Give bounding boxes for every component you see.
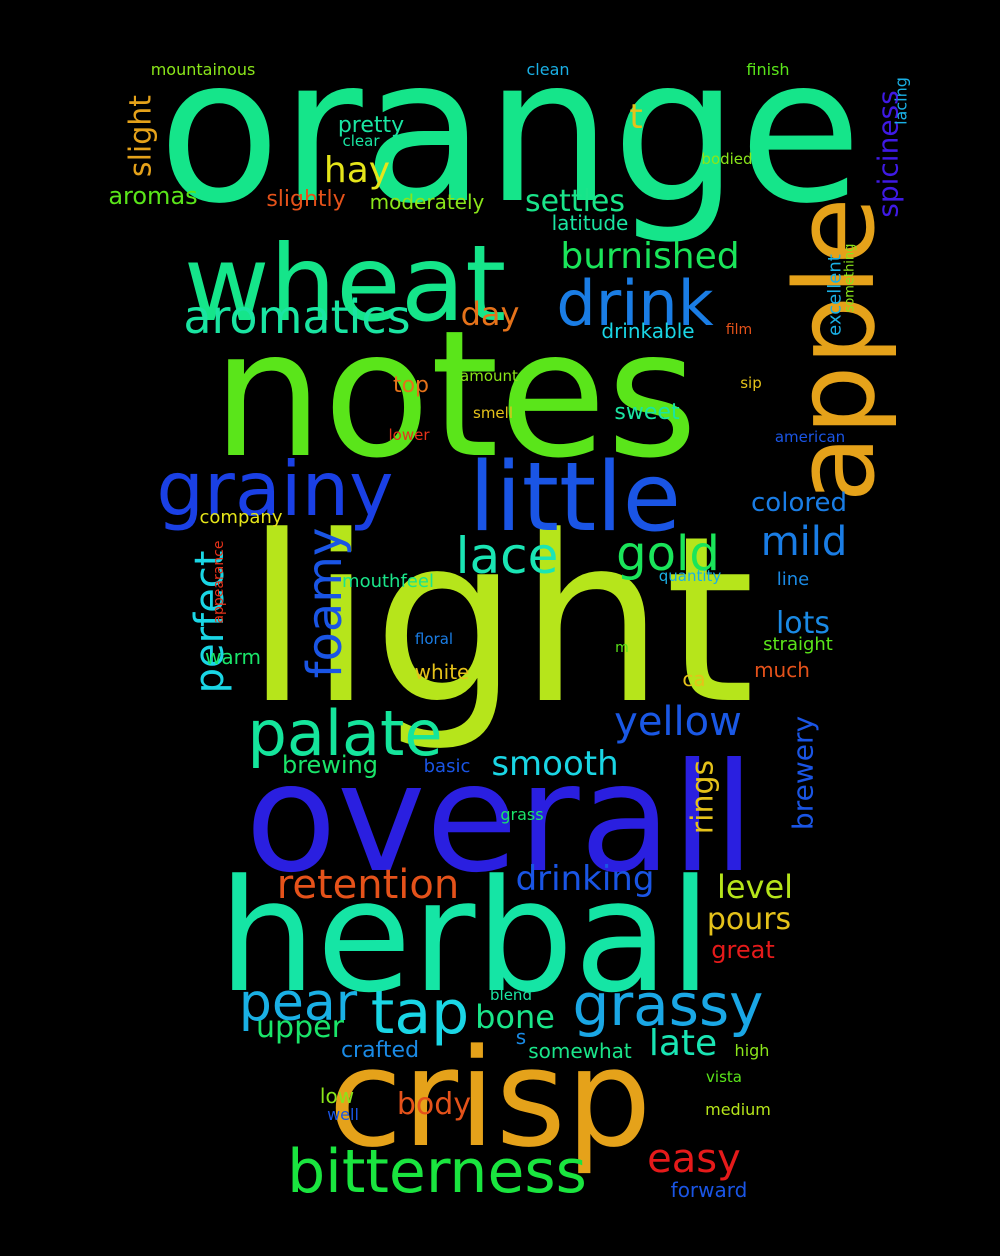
word-crafted: crafted bbox=[341, 1038, 419, 1063]
word-palate: palate bbox=[247, 697, 442, 770]
word-line: line bbox=[777, 569, 809, 590]
word-t: t bbox=[629, 97, 642, 137]
word-drinkable: drinkable bbox=[601, 319, 694, 343]
word-little: little bbox=[469, 443, 681, 553]
word-basic: basic bbox=[424, 756, 471, 777]
word-warm: warm bbox=[205, 645, 261, 669]
word-bodied: bodied bbox=[701, 150, 752, 168]
word-american: american bbox=[775, 428, 845, 446]
word-aromatics: aromatics bbox=[183, 290, 410, 344]
word-lacing: lacing bbox=[892, 77, 911, 125]
word-lower: lower bbox=[388, 426, 430, 444]
word-lace: lace bbox=[456, 527, 559, 585]
word-settles: settles bbox=[525, 184, 625, 219]
word-rings: rings bbox=[686, 760, 721, 834]
word-tap: tap bbox=[371, 978, 469, 1048]
word-smell: smell bbox=[473, 404, 513, 422]
word-blend: blend bbox=[490, 986, 532, 1004]
word-clear: clear bbox=[342, 132, 380, 150]
word-latitude: latitude bbox=[552, 211, 629, 235]
word-moderately: moderately bbox=[370, 190, 485, 214]
word-grass: grass bbox=[500, 805, 543, 824]
word-film: film bbox=[726, 322, 752, 338]
word-pours: pours bbox=[707, 902, 791, 937]
word-body: body bbox=[397, 1087, 471, 1122]
word-white: white bbox=[415, 660, 470, 684]
word-light: light bbox=[245, 488, 755, 755]
word-smooth: smooth bbox=[491, 744, 618, 784]
word-upper: upper bbox=[256, 1010, 345, 1045]
word-well: well bbox=[327, 1105, 359, 1124]
word-much: much bbox=[754, 658, 810, 682]
word-grassy: grassy bbox=[573, 971, 764, 1039]
word-foamy: foamy bbox=[297, 528, 353, 679]
word-top: top bbox=[393, 373, 429, 398]
word-s: s bbox=[516, 1025, 526, 1049]
word-slightly: slightly bbox=[266, 187, 345, 212]
word-drinking: drinking bbox=[516, 859, 655, 899]
word-herbal: herbal bbox=[218, 846, 712, 1027]
word-bone: bone bbox=[475, 998, 555, 1036]
word-amount: amount bbox=[460, 367, 518, 385]
word-hay: hay bbox=[324, 150, 390, 191]
word-mountainous: mountainous bbox=[151, 60, 256, 79]
word-ca: ca bbox=[682, 667, 705, 691]
word-apple: apple bbox=[771, 197, 899, 502]
word-company: company bbox=[200, 507, 283, 528]
word-something: something bbox=[843, 244, 858, 313]
word-lots: lots bbox=[776, 606, 830, 641]
word-day: day bbox=[461, 295, 520, 333]
word-great: great bbox=[711, 936, 774, 964]
word-sip: sip bbox=[740, 374, 762, 392]
word-forward: forward bbox=[671, 1178, 748, 1202]
word-floral: floral bbox=[415, 630, 453, 648]
word-brewery: brewery bbox=[787, 716, 820, 830]
word-orange: orange bbox=[158, 15, 862, 248]
word-perfect: perfect bbox=[187, 551, 233, 694]
word-m: m bbox=[615, 640, 629, 656]
word-yellow: yellow bbox=[614, 699, 742, 745]
word-notes: notes bbox=[212, 294, 697, 497]
word-grainy: grainy bbox=[156, 445, 393, 533]
word-vista: vista bbox=[706, 1068, 742, 1086]
word-gold: gold bbox=[616, 526, 720, 582]
word-excellent: excellent bbox=[825, 254, 846, 336]
word-mouthfeel: mouthfeel bbox=[342, 571, 434, 592]
word-wheat: wheat bbox=[184, 223, 507, 345]
word-bitterness: bitterness bbox=[287, 1137, 587, 1207]
word-brewing: brewing bbox=[282, 751, 378, 779]
word-high: high bbox=[735, 1041, 770, 1060]
word-straight: straight bbox=[763, 634, 833, 655]
word-mild: mild bbox=[761, 519, 848, 565]
word-slight: slight bbox=[124, 95, 159, 177]
word-colored: colored bbox=[751, 488, 847, 518]
word-pear: pear bbox=[239, 973, 358, 1033]
word-drink: drink bbox=[556, 267, 713, 340]
word-overall: overall bbox=[245, 732, 755, 906]
word-quantity: quantity bbox=[659, 567, 722, 585]
word-late: late bbox=[649, 1023, 717, 1064]
word-clean: clean bbox=[526, 60, 569, 79]
word-burnished: burnished bbox=[560, 236, 739, 277]
word-low: low bbox=[320, 1084, 354, 1108]
word-crisp: crisp bbox=[328, 1020, 651, 1177]
word-easy: easy bbox=[647, 1136, 741, 1182]
word-somewhat: somewhat bbox=[528, 1039, 632, 1063]
word-appearance: appearance bbox=[211, 540, 227, 623]
word-level: level bbox=[717, 868, 793, 906]
word-spiciness: spiciness bbox=[872, 90, 905, 217]
word-aromas: aromas bbox=[108, 182, 197, 210]
word-sweet: sweet bbox=[614, 400, 680, 425]
word-medium: medium bbox=[705, 1100, 771, 1119]
word-finish: finish bbox=[746, 60, 789, 79]
word-pretty: pretty bbox=[338, 113, 404, 138]
word-retention: retention bbox=[277, 862, 459, 908]
